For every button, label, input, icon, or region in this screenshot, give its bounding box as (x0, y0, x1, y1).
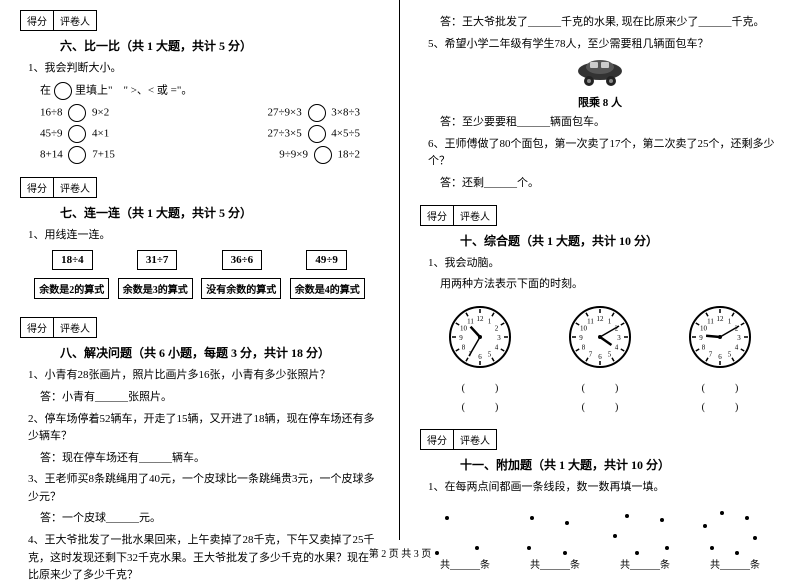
remainder-box: 余数是2的算式 (34, 278, 109, 299)
clock: 121234567891011( )( ) (685, 302, 755, 413)
dots-group: 共______条 (695, 506, 775, 571)
sec6-instr: 在里填上" " >、< 或 ="。 (40, 82, 379, 100)
svg-text:1: 1 (608, 317, 612, 325)
svg-text:8: 8 (462, 343, 466, 351)
svg-text:10: 10 (460, 324, 468, 332)
svg-text:4: 4 (615, 343, 619, 351)
svg-text:7: 7 (709, 350, 713, 358)
right-a4: 答：王大爷批发了______千克的水果, 现在比原来少了______千克。 (440, 14, 780, 32)
sec6-title: 六、比一比（共 1 大题，共计 5 分） (60, 37, 379, 54)
right-a5: 答：至少要要租______辆面包车。 (440, 114, 780, 132)
sec11-q1: 1、在每两点间都画一条线段，数一数再填一填。 (428, 479, 780, 497)
svg-text:7: 7 (589, 350, 593, 358)
svg-text:5: 5 (608, 350, 612, 358)
right-a6: 答：还剩______个。 (440, 175, 780, 193)
score-box-10: 得分评卷人 (420, 205, 497, 226)
svg-text:10: 10 (580, 324, 588, 332)
dots-group: 共______条 (425, 506, 505, 571)
car-icon (420, 57, 780, 90)
match-item: 31÷7 (137, 250, 178, 270)
svg-text:5: 5 (488, 350, 492, 358)
sec8-q1: 1、小青有28张画片，照片比画片多16张，小青有多少张照片？ (28, 367, 379, 385)
remainder-box: 余数是4的算式 (290, 278, 365, 299)
sec8-a3: 答：一个皮球______元。 (40, 510, 379, 528)
svg-text:2: 2 (495, 324, 499, 332)
svg-text:6: 6 (718, 353, 722, 361)
sec11-title: 十一、附加题（共 1 大题，共计 10 分） (460, 456, 780, 473)
svg-text:4: 4 (735, 343, 739, 351)
sec8-q2: 2、停车场停着52辆车，开走了15辆，又开进了18辆，现在停车场还有多少辆车？ (28, 411, 379, 446)
remainder-box: 没有余数的算式 (201, 278, 281, 299)
match-item: 18÷4 (52, 250, 93, 270)
compare-row: 8+14 7+159÷9×9 18÷2 (40, 146, 360, 164)
score-box-7: 得分评卷人 (20, 177, 97, 198)
svg-text:9: 9 (579, 334, 583, 342)
dots-group: 共______条 (605, 506, 685, 571)
sec10-title: 十、综合题（共 1 大题，共计 10 分） (460, 232, 780, 249)
svg-text:12: 12 (717, 315, 725, 323)
svg-text:1: 1 (488, 317, 492, 325)
svg-text:8: 8 (702, 343, 706, 351)
svg-text:9: 9 (699, 334, 703, 342)
sec6-q1: 1、我会判断大小。 (28, 60, 379, 78)
sec8-title: 八、解决问题（共 6 小题，每题 3 分，共计 18 分） (60, 344, 379, 361)
svg-text:6: 6 (598, 353, 602, 361)
car-caption: 限乘 8 人 (420, 94, 780, 110)
right-q6: 6、王师傅做了80个面包，第一次卖了17个，第二次卖了25个，还剩多少个？ (428, 136, 780, 171)
svg-text:12: 12 (597, 315, 605, 323)
score-box-8: 得分评卷人 (20, 317, 97, 338)
dots-group: 共______条 (515, 506, 595, 571)
svg-text:9: 9 (459, 334, 463, 342)
match-item: 36÷6 (222, 250, 263, 270)
score-box-11: 得分评卷人 (420, 429, 497, 450)
svg-text:6: 6 (478, 353, 482, 361)
sec7-q1: 1、用线连一连。 (28, 227, 379, 245)
page-footer: 第 2 页 共 3 页 (0, 545, 800, 560)
sec8-a1: 答：小青有______张照片。 (40, 389, 379, 407)
svg-text:8: 8 (582, 343, 586, 351)
sec8-q3: 3、王老师买8条跳绳用了40元，一个皮球比一条跳绳贵3元，一个皮球多少元？ (28, 471, 379, 506)
match-item: 49÷9 (306, 250, 347, 270)
sec10-q1b: 用两种方法表示下面的时刻。 (440, 276, 780, 294)
svg-text:4: 4 (495, 343, 499, 351)
sec7-title: 七、连一连（共 1 大题，共计 5 分） (60, 204, 379, 221)
sec8-a2: 答：现在停车场还有______辆车。 (40, 450, 379, 468)
svg-text:11: 11 (587, 317, 594, 325)
score-box: 得分评卷人 (20, 10, 97, 31)
svg-text:12: 12 (477, 315, 485, 323)
svg-text:11: 11 (707, 317, 714, 325)
svg-text:3: 3 (737, 334, 741, 342)
svg-text:10: 10 (700, 324, 708, 332)
clock: 121234567891011( )( ) (445, 302, 515, 413)
compare-row: 16÷8 9×227÷9×3 3×8÷3 (40, 104, 360, 122)
clock: 121234567891011( )( ) (565, 302, 635, 413)
right-q5: 5、希望小学二年级有学生78人，至少需要租几辆面包车？ (428, 36, 780, 54)
svg-text:5: 5 (728, 350, 732, 358)
compare-row: 45÷9 4×127÷3×5 4×5÷5 (40, 125, 360, 143)
svg-text:11: 11 (467, 317, 474, 325)
remainder-box: 余数是3的算式 (118, 278, 193, 299)
sec10-q1: 1、我会动脑。 (428, 255, 780, 273)
svg-text:3: 3 (617, 334, 621, 342)
svg-text:3: 3 (497, 334, 501, 342)
svg-text:1: 1 (728, 317, 732, 325)
